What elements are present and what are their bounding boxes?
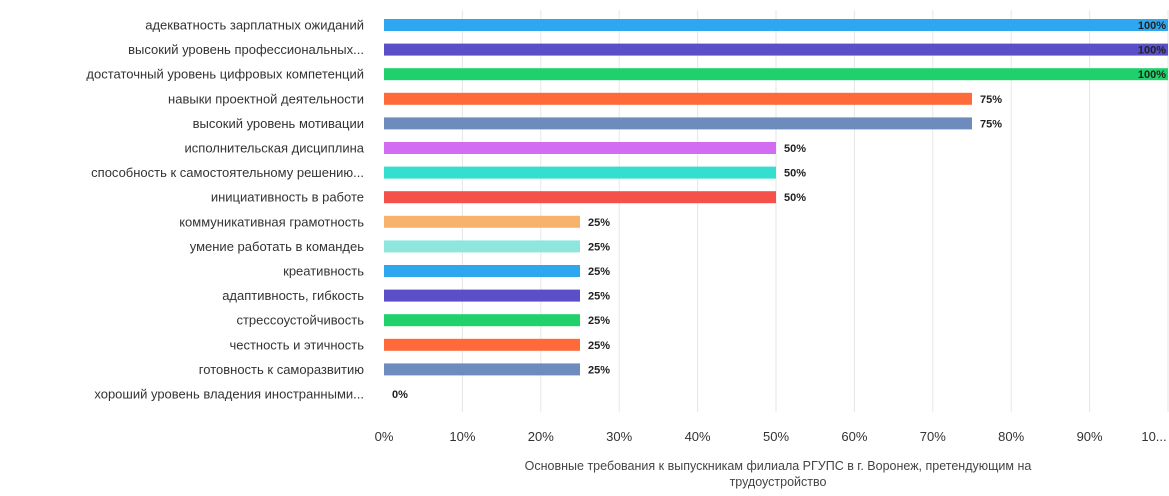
category-label: стрессоустойчивость: [236, 313, 364, 328]
bar: [384, 142, 776, 154]
category-label: навыки проектной деятельности: [168, 91, 364, 106]
category-label: высокий уровень профессиональных...: [128, 42, 364, 57]
x-tick-label: 20%: [528, 429, 554, 444]
data-label: 25%: [588, 241, 610, 253]
category-label: умение работать в командеь: [190, 239, 364, 254]
data-label: 50%: [784, 143, 806, 155]
x-axis-title-line-1: Основные требования к выпускникам филиал…: [525, 459, 1032, 473]
bar: [384, 363, 580, 376]
x-axis-title-line-2: трудоустройство: [730, 475, 827, 489]
data-label: 75%: [980, 118, 1002, 130]
x-tick-label: 40%: [685, 429, 711, 444]
category-labels: адекватность зарплатных ожиданий высокий …: [86, 18, 364, 402]
data-label: 100%: [1138, 45, 1166, 57]
x-tick-label: 60%: [841, 429, 867, 444]
data-label: 25%: [588, 364, 610, 376]
category-label: коммуникативная грамотность: [179, 214, 364, 229]
x-tick-label: 0%: [375, 429, 394, 444]
category-label: адаптивность, гибкость: [222, 288, 364, 303]
bar: [384, 215, 580, 228]
data-label: 100%: [1138, 69, 1166, 81]
bar: [384, 117, 972, 130]
bars: [384, 19, 1168, 376]
x-tick-label: 90%: [1077, 429, 1103, 444]
data-label: 25%: [588, 315, 610, 327]
bar: [384, 265, 580, 277]
data-label: 50%: [784, 168, 806, 180]
bar: [384, 166, 776, 179]
bar: [384, 289, 580, 302]
category-label: высокий уровень мотивации: [193, 116, 364, 131]
x-axis-ticks: 0% 10% 20% 30% 40% 50% 60% 70% 80% 90% 10...: [375, 429, 1167, 444]
bar: [384, 314, 580, 327]
x-tick-label: 10...: [1141, 429, 1166, 444]
category-label: адекватность зарплатных ожиданий: [145, 18, 364, 33]
data-label: 75%: [980, 94, 1002, 106]
category-label: готовность к саморазвитию: [199, 362, 364, 377]
data-labels: 100% 100% 100% 75% 75% 50% 50% 50% 25% 25% 25% 25% 2…: [392, 20, 1166, 401]
data-label: 100%: [1138, 20, 1166, 32]
x-tick-label: 10%: [449, 429, 475, 444]
data-label: 0%: [392, 389, 408, 401]
x-tick-label: 50%: [763, 429, 789, 444]
x-tick-label: 30%: [606, 429, 632, 444]
category-label: честность и этичность: [229, 337, 364, 352]
bar: [384, 43, 1168, 56]
category-label: достаточный уровень цифровых компетенций: [86, 67, 364, 82]
data-label: 25%: [588, 266, 610, 278]
category-label: способность к самостоятельному решению..…: [91, 165, 364, 180]
bar: [384, 92, 972, 105]
bar: [384, 19, 1168, 31]
category-label: инициативность в работе: [211, 190, 364, 205]
bar: [384, 338, 580, 351]
data-label: 25%: [588, 291, 610, 303]
x-tick-label: 80%: [998, 429, 1024, 444]
category-label: креативность: [283, 264, 364, 279]
category-label: хороший уровень владения иностранными...: [94, 387, 364, 402]
bar: [384, 191, 776, 204]
category-label: исполнительская дисциплина: [185, 141, 365, 156]
data-label: 50%: [784, 192, 806, 204]
bar: [384, 240, 580, 253]
bar: [384, 68, 1168, 81]
data-label: 25%: [588, 340, 610, 352]
data-label: 25%: [588, 217, 610, 229]
x-tick-label: 70%: [920, 429, 946, 444]
